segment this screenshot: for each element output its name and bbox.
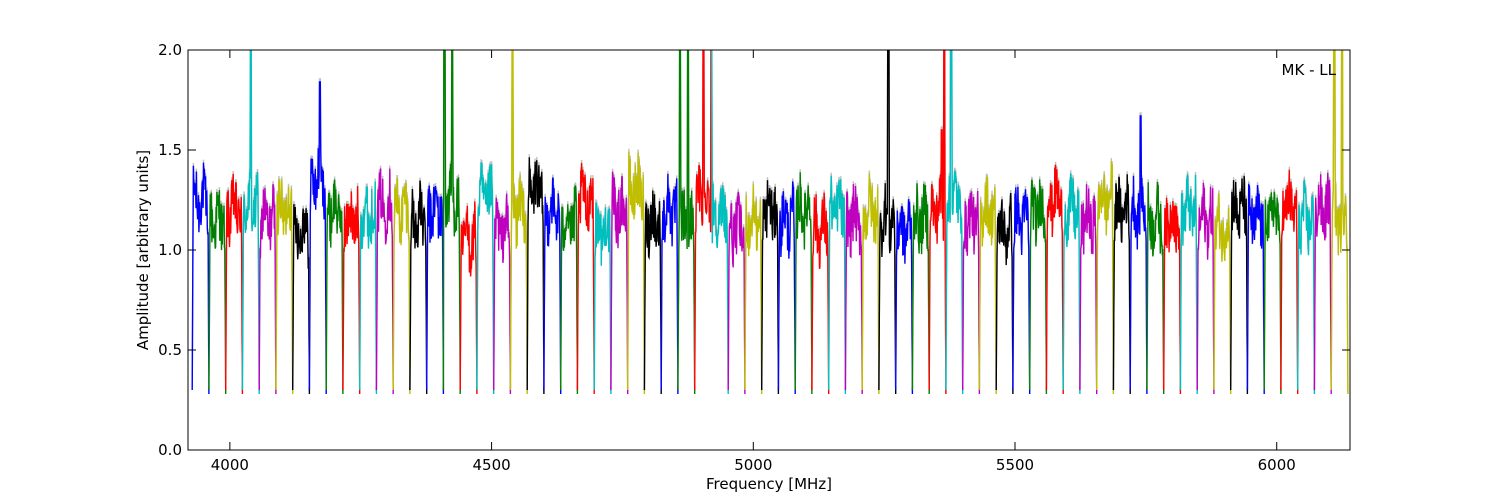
channel-series-60 (1196, 182, 1215, 395)
channel-series-32 (727, 191, 746, 395)
channel-series-4 (258, 184, 277, 395)
channel-series-20 (526, 157, 545, 395)
x-tick-label: 4500 (472, 456, 510, 474)
x-tick-label: 6000 (1258, 456, 1296, 474)
channel-series-38 (828, 175, 847, 395)
channel-series-63 (1246, 183, 1265, 395)
channel-shadow-7 (308, 78, 327, 392)
channel-series-47 (978, 176, 997, 395)
channel-series-41 (878, 50, 897, 395)
channel-series-66 (1297, 178, 1316, 395)
channel-series-35 (777, 181, 796, 395)
channel-series-31 (711, 50, 729, 395)
channel-series-3 (241, 50, 260, 395)
channel-series-5 (275, 178, 294, 395)
channel-series-30 (694, 50, 712, 391)
channel-series-24 (593, 202, 612, 395)
channel-series-48 (995, 192, 1014, 395)
channel-series-53 (1079, 184, 1098, 395)
channel-series-58 (1163, 197, 1182, 395)
channel-series-40 (861, 173, 880, 395)
channel-series-22 (560, 185, 579, 395)
channel-series-15 (442, 50, 461, 395)
channel-series-57 (1146, 181, 1165, 395)
channel-series-61 (1213, 193, 1232, 395)
channel-series-12 (392, 178, 411, 395)
channel-series-56 (1129, 115, 1148, 395)
channel-series-11 (375, 168, 394, 395)
x-tick-label: 5000 (734, 456, 772, 474)
channel-shadow-56 (1129, 112, 1148, 392)
channel-series-27 (643, 190, 662, 395)
channel-series-16 (459, 201, 478, 395)
channel-series-6 (292, 204, 311, 395)
channel-series-33 (744, 184, 763, 395)
channel-series-50 (1029, 179, 1048, 395)
tick-layer: 4000 4500 5000 5500 6000 0.0 0.5 1.0 1.5 2.0 (158, 41, 1350, 474)
chart-annotation: MK - LL (1282, 61, 1337, 79)
channel-series-45 (945, 50, 964, 395)
channel-series-34 (761, 180, 780, 395)
channel-series-10 (359, 181, 378, 395)
x-tick-label: 5500 (996, 456, 1034, 474)
channel-series-43 (911, 183, 930, 395)
series-layer (191, 50, 1349, 395)
channel-series-23 (576, 162, 595, 395)
channel-series-14 (426, 185, 445, 395)
y-tick-label: 0.5 (158, 341, 182, 359)
channel-series-1 (208, 190, 227, 395)
channel-series-64 (1263, 191, 1282, 395)
channel-series-51 (1045, 164, 1064, 395)
channel-series-18 (493, 193, 512, 395)
channel-series-49 (1012, 186, 1031, 395)
channel-series-59 (1179, 173, 1198, 395)
channel-series-36 (794, 172, 813, 395)
channel-series-8 (325, 179, 344, 395)
channel-series-29 (677, 50, 696, 395)
channel-series-65 (1280, 169, 1299, 395)
y-tick-label: 0.0 (158, 441, 182, 459)
channel-series-67 (1313, 172, 1332, 395)
y-tick-label: 2.0 (158, 41, 182, 59)
x-axis-label: Frequency [MHz] (706, 475, 832, 493)
channel-series-46 (962, 190, 981, 395)
channel-series-62 (1230, 175, 1249, 395)
channel-series-17 (476, 162, 495, 395)
x-tick-label: 4000 (211, 456, 249, 474)
channel-series-28 (660, 173, 679, 395)
channel-series-9 (342, 186, 361, 395)
channel-series-68 (1330, 50, 1349, 395)
y-tick-label: 1.0 (158, 241, 182, 259)
channel-series-37 (811, 192, 830, 395)
channel-series-2 (225, 173, 244, 395)
channel-series-44 (928, 50, 947, 395)
y-axis-label: Amplitude [arbitrary units] (134, 150, 152, 350)
channel-series-26 (627, 151, 646, 395)
channel-series-19 (509, 50, 528, 395)
channel-series-52 (1062, 173, 1081, 395)
channel-series-7 (308, 81, 327, 395)
channel-series-25 (610, 171, 629, 395)
channel-series-39 (844, 184, 863, 395)
y-tick-label: 1.5 (158, 141, 182, 159)
channel-series-54 (1096, 161, 1115, 395)
channel-series-21 (543, 177, 562, 395)
channel-series-13 (409, 180, 428, 395)
channel-series-55 (1112, 174, 1131, 395)
channel-series-42 (895, 199, 914, 395)
channel-series-0 (191, 162, 210, 395)
